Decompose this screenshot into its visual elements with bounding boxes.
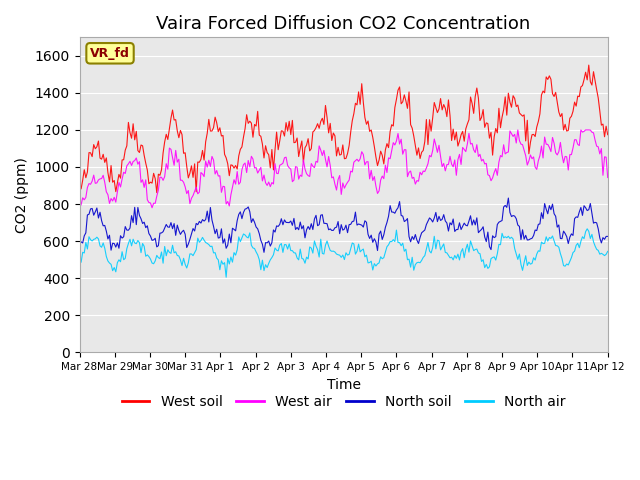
Legend: West soil, West air, North soil, North air: West soil, West air, North soil, North a… [116,389,571,415]
Y-axis label: CO2 (ppm): CO2 (ppm) [15,157,29,233]
X-axis label: Time: Time [326,377,360,392]
Text: VR_fd: VR_fd [90,47,130,60]
Title: Vaira Forced Diffusion CO2 Concentration: Vaira Forced Diffusion CO2 Concentration [157,15,531,33]
